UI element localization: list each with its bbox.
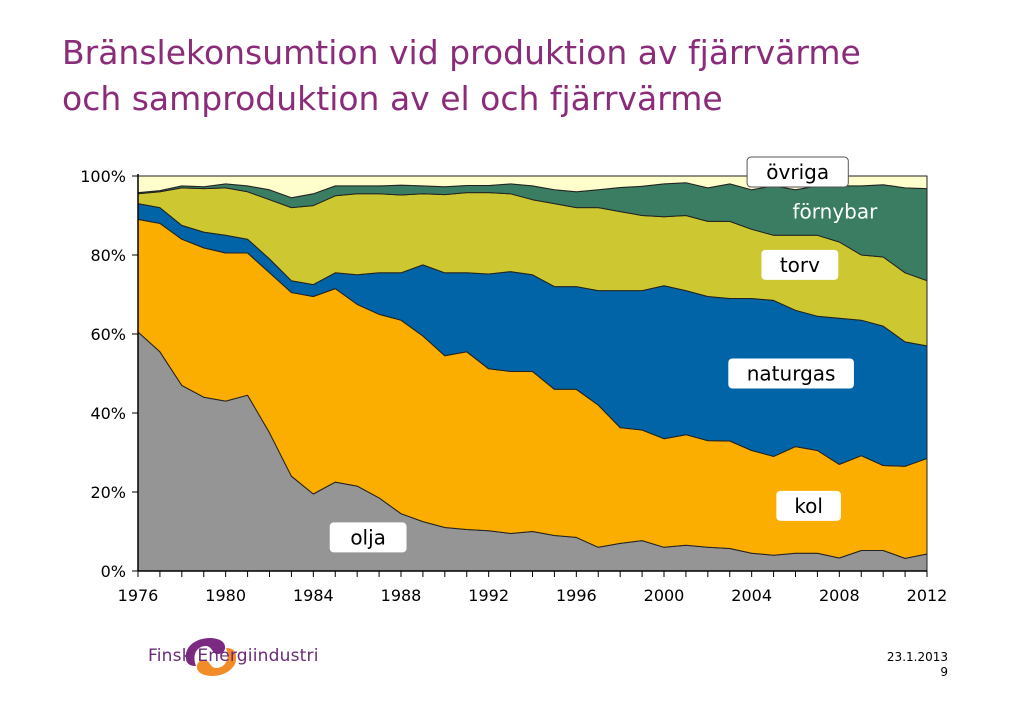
title-line-1: Bränslekonsumtion vid produktion av fjär…	[62, 33, 861, 72]
label-box	[746, 156, 849, 188]
label-kol: kol	[776, 490, 841, 521]
y-tick-label: 80%	[90, 246, 126, 265]
label-förnybar: förnybar	[772, 196, 898, 227]
label-text: naturgas	[747, 362, 836, 386]
chart-areas	[137, 175, 928, 572]
label-övriga: övriga	[746, 156, 849, 188]
x-tick-label: 2012	[907, 586, 948, 605]
slide-date: 23.1.2013	[886, 650, 948, 664]
title-line-2: och samproduktion av el och fjärrvärme	[62, 79, 723, 118]
area-övriga	[137, 175, 928, 199]
slide-title: Bränslekonsumtion vid produktion av fjär…	[62, 30, 1002, 122]
logo-orange-swirl	[196, 648, 237, 676]
x-tick-label: 2008	[819, 586, 860, 605]
label-text: övriga	[766, 160, 829, 184]
label-box	[728, 358, 854, 389]
company-logo	[185, 638, 237, 676]
x-tick-label: 1984	[293, 586, 334, 605]
x-tick-label: 1988	[381, 586, 422, 605]
label-text: olja	[350, 525, 386, 549]
label-box	[329, 522, 407, 553]
x-tick-label: 2004	[731, 586, 772, 605]
x-tick-label: 1996	[556, 586, 597, 605]
y-tick-label: 20%	[90, 483, 126, 502]
label-olja: olja	[329, 522, 407, 553]
chart-axes: 0% 20% 40% 60% 80% 100% 1976 1980 1984 1988 1992 19…	[80, 167, 947, 605]
label-torv: torv	[761, 249, 839, 280]
x-tick-label: 1992	[468, 586, 509, 605]
logo-text: Finsk Energiindustri	[148, 646, 319, 666]
y-tick-label: 60%	[90, 325, 126, 344]
page-number: 9	[940, 665, 948, 679]
x-tick-label: 1976	[118, 586, 159, 605]
y-tick-label: 100%	[80, 167, 126, 186]
label-text: kol	[794, 494, 823, 518]
y-tick-label: 0%	[101, 562, 126, 581]
label-text: torv	[780, 253, 820, 277]
label-box	[776, 490, 841, 521]
label-box	[761, 249, 839, 280]
label-naturgas: naturgas	[728, 358, 854, 389]
y-tick-label: 40%	[90, 404, 126, 423]
label-box	[772, 196, 898, 227]
x-tick-label: 2000	[644, 586, 685, 605]
label-text: förnybar	[793, 200, 879, 224]
logo-purple-swirl	[185, 638, 226, 666]
chart-series-labels: olja kol naturgas torv förnybar övriga	[329, 156, 898, 553]
x-tick-label: 1980	[205, 586, 246, 605]
